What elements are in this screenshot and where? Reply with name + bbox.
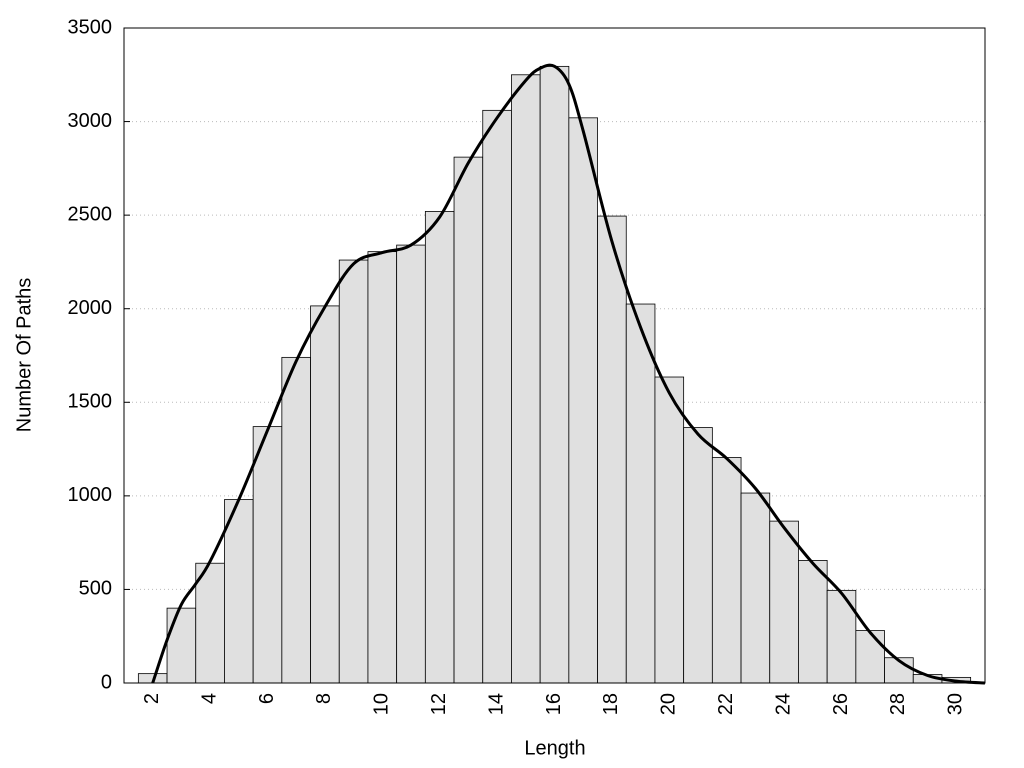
plot-frame xyxy=(123,27,986,684)
bar xyxy=(711,457,742,684)
bar xyxy=(482,109,512,684)
y-tick-label: 1500 xyxy=(68,391,113,413)
bar xyxy=(654,376,685,684)
bar xyxy=(338,259,369,684)
x-tick-label: 6 xyxy=(256,693,278,704)
bar xyxy=(252,426,283,684)
bar xyxy=(424,210,455,684)
y-tick-label: 500 xyxy=(79,578,112,600)
bar xyxy=(683,427,713,684)
bar xyxy=(539,65,570,684)
bar xyxy=(166,607,197,684)
x-tick-label: 22 xyxy=(715,693,737,715)
bar xyxy=(453,156,484,684)
x-tick-label: 16 xyxy=(543,693,565,715)
x-tick-label: 8 xyxy=(313,693,335,704)
bar xyxy=(224,499,254,684)
bar xyxy=(740,492,771,684)
bar xyxy=(511,74,541,684)
y-tick-label: 1000 xyxy=(68,484,113,506)
y-tick-label: 3500 xyxy=(68,16,113,38)
bar xyxy=(396,244,426,684)
y-tick-label: 2500 xyxy=(68,203,113,225)
y-tick-label: 0 xyxy=(101,671,112,693)
bar xyxy=(769,520,799,684)
x-tick-label: 2 xyxy=(141,693,163,704)
x-tick-label: 26 xyxy=(830,693,852,715)
bar xyxy=(855,630,885,684)
x-tick-label: 28 xyxy=(887,693,909,715)
x-tick-label: 10 xyxy=(371,693,393,715)
bar xyxy=(625,303,656,684)
bar xyxy=(798,560,828,684)
x-tick-label: 18 xyxy=(600,693,622,715)
bar xyxy=(367,251,398,684)
bar xyxy=(310,305,340,684)
x-tick-label: 12 xyxy=(428,693,450,715)
x-tick-label: 24 xyxy=(772,693,794,715)
density-curve xyxy=(151,63,986,685)
x-tick-label: 4 xyxy=(198,693,220,704)
y-tick-label: 2000 xyxy=(68,297,113,319)
bar xyxy=(281,356,311,684)
x-tick-label: 20 xyxy=(658,693,680,715)
x-tick-label: 14 xyxy=(485,693,507,715)
y-axis-label: Number Of Paths xyxy=(13,278,35,433)
bar xyxy=(195,562,225,684)
bar xyxy=(568,117,598,684)
y-tick-label: 3000 xyxy=(68,110,113,132)
x-axis-label: Length xyxy=(524,737,585,759)
bar xyxy=(597,215,627,684)
x-tick-label: 30 xyxy=(945,693,967,715)
